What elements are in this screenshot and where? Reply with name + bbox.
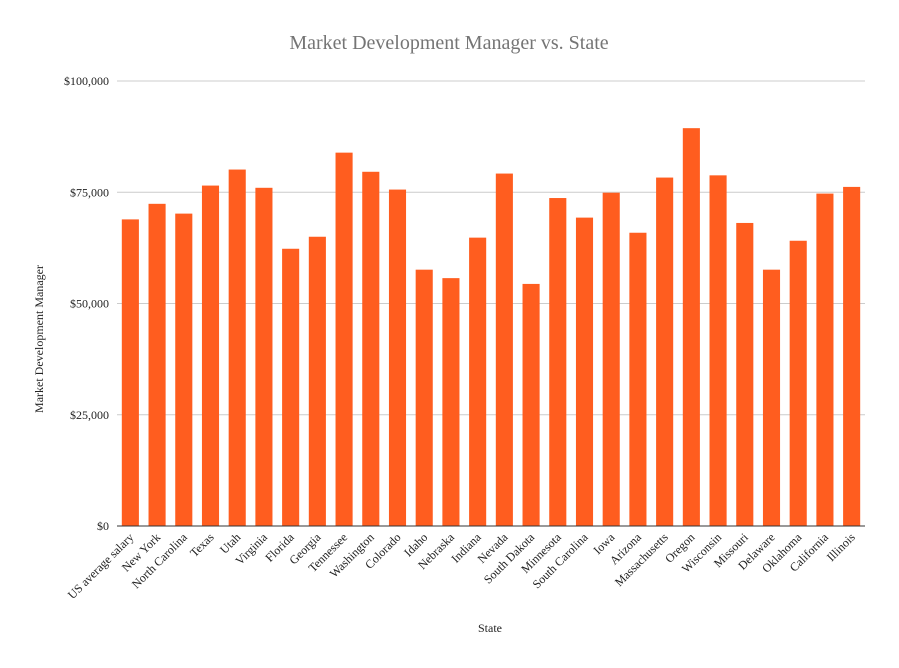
bar xyxy=(282,248,300,526)
x-tick-label: Illinois xyxy=(824,530,858,564)
bar xyxy=(682,128,700,527)
bar xyxy=(415,269,433,526)
y-axis-ticks: $0 $25,000 $50,000 $75,000 $100,000 xyxy=(64,74,109,533)
bar xyxy=(495,173,513,526)
x-tick-label: Texas xyxy=(187,530,217,560)
bar xyxy=(335,152,353,526)
bars xyxy=(121,128,861,527)
bar xyxy=(201,185,220,526)
bar xyxy=(549,198,567,526)
x-axis-label: State xyxy=(478,621,502,635)
bar xyxy=(736,222,754,526)
bar xyxy=(789,240,807,526)
bar xyxy=(148,203,166,526)
bar xyxy=(843,186,861,526)
bar xyxy=(656,177,674,526)
y-tick-label: $25,000 xyxy=(70,408,109,422)
chart-title: Market Development Manager vs. State xyxy=(289,32,608,54)
bar xyxy=(522,283,540,526)
bar xyxy=(762,269,781,526)
bar xyxy=(575,217,594,527)
bar xyxy=(602,192,620,526)
bar xyxy=(816,193,834,526)
bar xyxy=(228,169,246,526)
bar xyxy=(388,189,407,526)
bar xyxy=(442,278,460,526)
y-tick-label: $50,000 xyxy=(70,297,109,311)
y-tick-label: $75,000 xyxy=(70,185,109,199)
bar xyxy=(709,175,727,526)
y-tick-label: $100,000 xyxy=(64,74,109,88)
bar xyxy=(362,171,380,526)
bar xyxy=(121,219,139,526)
bar xyxy=(629,232,647,526)
bar xyxy=(175,213,193,527)
y-tick-label: $0 xyxy=(97,519,109,533)
y-axis-label: Market Development Manager xyxy=(32,265,46,413)
bar xyxy=(308,236,326,526)
bar xyxy=(255,187,273,527)
bar xyxy=(469,237,487,526)
